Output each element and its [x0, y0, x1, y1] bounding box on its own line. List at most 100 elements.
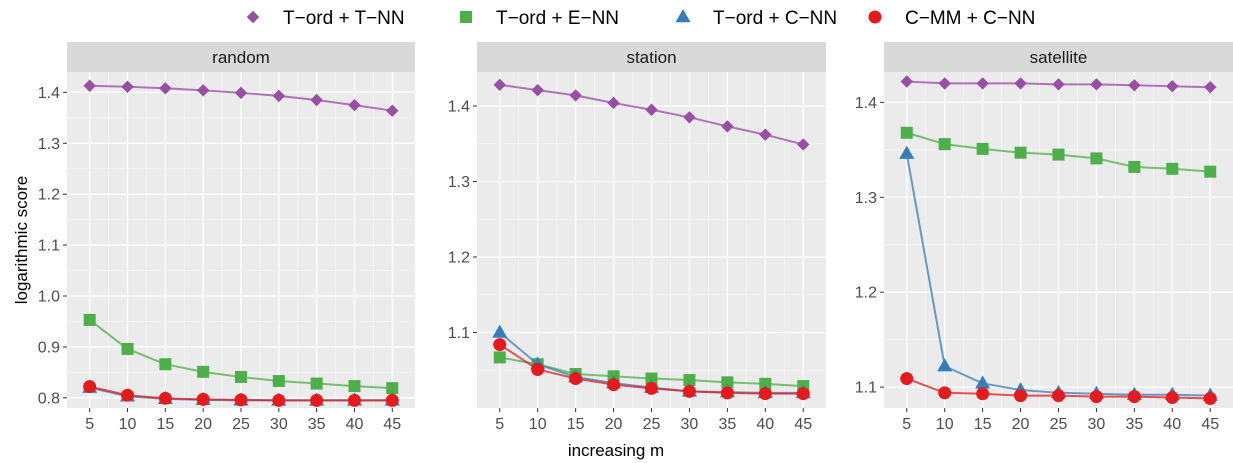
panel-satellite: satellite 1.1 1.2 1.3 1.4 5 10 15 20 25 30 35 40 45 [855, 42, 1233, 433]
data-point [121, 388, 135, 402]
data-point [272, 89, 286, 103]
data-point [347, 393, 361, 407]
x-tick-label: 45 [1201, 416, 1219, 433]
data-point [758, 387, 772, 401]
data-point [1090, 78, 1103, 91]
data-point [900, 126, 913, 139]
series-t-ord-t-nn [493, 78, 810, 151]
series-t-ord-e-nn [83, 313, 399, 395]
data-point [900, 75, 913, 88]
data-point [531, 362, 545, 376]
x-tick-label: 40 [346, 416, 364, 433]
x-tick-label: 35 [1125, 416, 1143, 433]
panel-title: satellite [1030, 48, 1088, 67]
data-point [1052, 78, 1065, 91]
data-point [1052, 148, 1065, 161]
data-point [938, 138, 951, 151]
data-point [272, 375, 285, 388]
y-tick-label: 1.2 [38, 187, 60, 204]
y-tick-label: 1.1 [38, 238, 60, 255]
y-tick-label: 1.4 [448, 98, 470, 115]
data-point [975, 375, 991, 389]
series-c-mm-c-nn [83, 380, 399, 407]
x-tick-label: 10 [529, 416, 547, 433]
x-tick-label: 5 [85, 416, 94, 433]
y-tick-label: 1.3 [448, 174, 470, 191]
data-point [976, 142, 989, 155]
data-point [720, 386, 734, 400]
x-tick-label: 20 [194, 416, 212, 433]
data-point [1052, 389, 1065, 403]
data-point [1014, 389, 1028, 403]
data-point [1014, 146, 1027, 159]
data-point [976, 77, 989, 90]
data-point [272, 393, 286, 407]
y-axis-title: logarithmic score [12, 176, 31, 305]
y-tick-label: 1.2 [448, 249, 470, 266]
data-point [683, 111, 696, 124]
data-point [683, 374, 696, 387]
series-c-mm-c-nn [493, 338, 810, 401]
legend-key [246, 10, 260, 24]
data-point [1204, 80, 1217, 94]
x-tick-label: 10 [119, 416, 137, 433]
legend-key [675, 9, 691, 23]
series-t-ord-e-nn [900, 126, 1217, 178]
x-tick-label: 25 [1050, 416, 1068, 433]
x-tick-label: 5 [495, 416, 504, 433]
data-point [348, 98, 361, 112]
y-tick-label: 1.4 [38, 85, 60, 102]
data-point [721, 120, 734, 133]
data-point [797, 138, 810, 151]
x-tick-label: 45 [383, 416, 401, 433]
data-point [197, 365, 210, 378]
x-tick-label: 20 [605, 416, 623, 433]
x-tick-label: 30 [270, 416, 288, 433]
data-point [310, 377, 323, 390]
data-point [569, 372, 583, 386]
y-tick-label: 1.4 [855, 95, 877, 112]
data-point [682, 384, 696, 398]
data-point [1127, 390, 1141, 404]
x-tick-label: 15 [567, 416, 585, 433]
data-point [1204, 165, 1217, 178]
data-point [493, 338, 507, 352]
data-point [759, 377, 772, 390]
panel-strip [67, 42, 415, 72]
x-tick-label: 25 [232, 416, 250, 433]
data-point [759, 128, 772, 141]
data-point [310, 393, 324, 407]
data-point [196, 84, 210, 97]
data-point [900, 372, 914, 386]
data-point [607, 96, 620, 110]
data-point [645, 381, 658, 395]
y-tick-label: 1.0 [38, 289, 60, 306]
data-point [385, 393, 399, 407]
data-point [1089, 390, 1103, 404]
legend-item-c-mm-c-nn: C−MM + C−NN [868, 8, 1035, 29]
panel-strip [884, 42, 1233, 72]
legend-label: T−ord + T−NN [283, 8, 405, 29]
data-point [121, 342, 134, 355]
data-point [196, 392, 210, 406]
data-point [1165, 391, 1179, 405]
data-point [348, 380, 361, 393]
x-axis-title: increasing m [568, 441, 664, 460]
data-point [938, 386, 952, 400]
data-point [159, 82, 172, 95]
panel-station: station 1.1 1.2 1.3 1.4 5 10 15 20 25 30 35 40 45 [448, 42, 826, 433]
data-point [83, 380, 97, 394]
x-tick-label: 35 [308, 416, 326, 433]
x-tick-label: 10 [936, 416, 954, 433]
chart-panels: random 0.8 0.9 1.0 1.1 1.2 1.3 1.4 5 10 15 20 25 30 35… [38, 42, 1233, 433]
panel-title: station [626, 48, 676, 67]
data-point [83, 79, 96, 92]
data-point [234, 393, 248, 407]
panel-random: random 0.8 0.9 1.0 1.1 1.2 1.3 1.4 5 10 15 20 25 30 35… [38, 42, 415, 433]
legend-label: C−MM + C−NN [905, 8, 1035, 29]
data-point [1128, 160, 1141, 173]
data-point [1014, 77, 1027, 90]
y-tick-label: 1.2 [855, 285, 877, 302]
data-point [976, 387, 990, 401]
